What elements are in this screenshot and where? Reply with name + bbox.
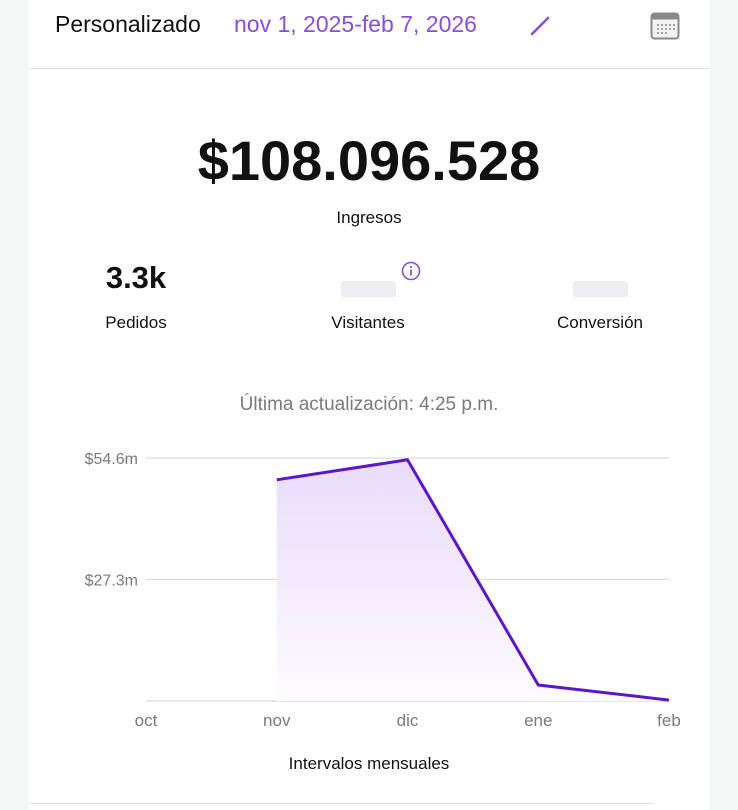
- chart-series-line: [276, 458, 670, 702]
- x-axis-label: Intervalos mensuales: [288, 754, 450, 773]
- conversion-label: Conversión: [557, 313, 643, 332]
- revenue-chart: $27.3m $54.6m oct nov dic ene feb: [85, 451, 681, 730]
- stat-orders: 3.3k Pedidos: [36, 258, 236, 333]
- conversion-loading-placeholder: [572, 281, 628, 297]
- x-tick-label: oct: [135, 711, 158, 730]
- orders-label: Pedidos: [105, 313, 167, 332]
- revenue-value: $108.096.528: [197, 129, 541, 192]
- calendar-icon[interactable]: [650, 12, 680, 45]
- revenue-label: Ingresos: [336, 208, 402, 227]
- chart-area-fill: [276, 459, 669, 701]
- last-updated-text: Última actualización: 4:25 p.m.: [239, 394, 499, 415]
- analytics-card: Personalizado nov 1, 2025-feb 7, 2026 $1…: [28, 0, 710, 810]
- date-range-header: Personalizado nov 1, 2025-feb 7, 2026: [28, 0, 710, 69]
- divider: [28, 803, 654, 804]
- visitors-loading-placeholder: [340, 281, 396, 297]
- x-tick-label: feb: [657, 711, 681, 730]
- info-icon[interactable]: [401, 261, 421, 286]
- stat-visitors: Visitantes: [268, 258, 468, 333]
- orders-value: 3.3k: [105, 260, 167, 295]
- x-tick-label: nov: [263, 711, 291, 730]
- pencil-icon[interactable]: [528, 14, 552, 43]
- date-range-link[interactable]: nov 1, 2025-feb 7, 2026: [234, 11, 477, 37]
- visitors-label: Visitantes: [331, 313, 405, 332]
- y-tick-label: $54.6m: [85, 451, 138, 468]
- x-tick-label: ene: [524, 711, 552, 730]
- date-preset-label[interactable]: Personalizado: [55, 11, 201, 37]
- y-tick-label: $27.3m: [85, 573, 138, 590]
- stat-conversion: Conversión: [500, 258, 700, 333]
- x-tick-label: dic: [397, 711, 419, 730]
